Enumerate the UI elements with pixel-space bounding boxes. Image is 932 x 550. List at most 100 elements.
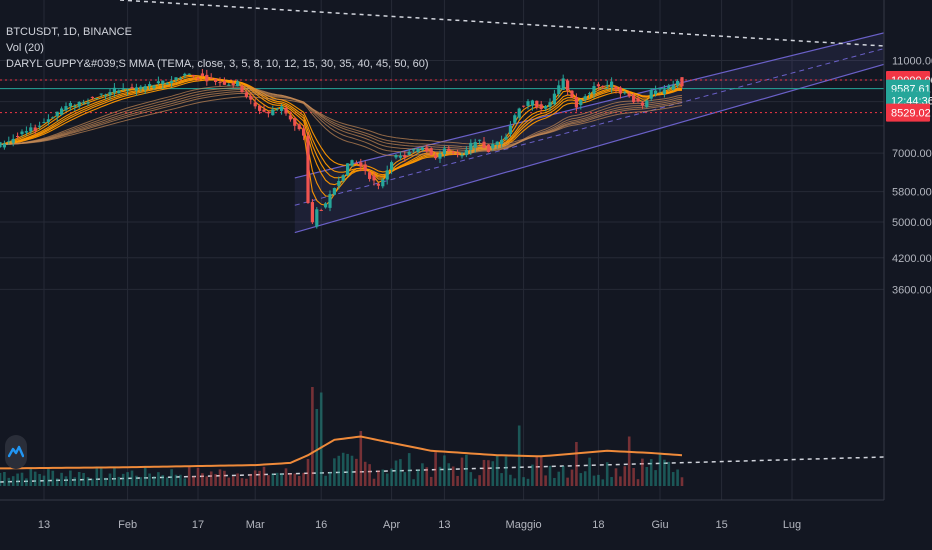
candle-body: [112, 87, 116, 93]
candle-body: [403, 155, 407, 158]
candle-body: [570, 90, 574, 98]
candle-body: [271, 109, 275, 116]
volume-bar: [104, 477, 107, 486]
candle-body: [588, 93, 592, 95]
volume-bar: [183, 478, 187, 486]
candle-body: [495, 141, 499, 145]
candle-body: [456, 153, 460, 155]
legend-indicator[interactable]: DARYL GUPPY&#039;S MMA (TEMA, close, 3, …: [6, 58, 429, 70]
candle-body: [7, 141, 11, 143]
candle-body: [152, 85, 156, 89]
dashed-trendlines[interactable]: [0, 0, 885, 483]
candle-body: [596, 84, 600, 87]
volume-bar: [548, 465, 552, 486]
time-axis[interactable]: 13 Feb 17 Mar 16 Apr 13 Maggio 18 Giu 15 Lug: [0, 499, 932, 550]
chart-legend: BTCUSDT, 1D, BINANCE Vol (20) DARYL GUPP…: [6, 22, 429, 74]
candle-body: [82, 102, 86, 104]
volume-ma-line: [0, 435, 683, 470]
candle-body: [359, 162, 363, 167]
candle-body: [671, 85, 675, 90]
volume-bar: [139, 477, 143, 486]
candle-body: [385, 170, 389, 180]
gmma-line-45: [0, 90, 683, 150]
volume-bar: [267, 475, 270, 486]
volume-bar: [412, 479, 415, 486]
price-tick-label: 5800.00: [892, 187, 932, 199]
candle-body: [108, 92, 112, 96]
candle-body: [627, 93, 631, 97]
candle-body: [354, 163, 358, 165]
candle-body: [526, 101, 530, 106]
candle-body: [610, 81, 614, 88]
candle-body: [350, 160, 354, 166]
volume-bar: [236, 473, 239, 486]
volume-bar: [324, 475, 327, 486]
tradingview-logo-button[interactable]: [5, 435, 27, 469]
candle-body: [640, 102, 644, 106]
candle-body: [24, 131, 28, 133]
price-axis[interactable]: 11000.00 7000.00 5800.00 5000.00 4200.00 3600…: [883, 0, 932, 550]
candle-body: [77, 102, 81, 107]
candle-body: [297, 124, 301, 130]
candle-body: [363, 164, 367, 172]
volume-bar: [544, 475, 547, 486]
gmma-line-12: [0, 78, 683, 176]
legend-volume[interactable]: Vol (20): [6, 42, 44, 54]
volume-bar: [416, 469, 420, 486]
candle-body: [134, 87, 138, 91]
volume-bar: [403, 472, 407, 486]
volume-bar: [407, 453, 411, 486]
volume-bar: [280, 473, 283, 486]
volume-bar: [284, 468, 288, 486]
volume-bar: [627, 436, 631, 486]
gmma-line-35: [0, 87, 683, 153]
candle-body: [73, 105, 77, 107]
channel-median-line: [294, 44, 898, 206]
candle-body: [227, 84, 231, 86]
volume-bar: [605, 462, 609, 486]
volume-bar: [443, 455, 446, 486]
volume-bar: [539, 456, 543, 486]
candle-body: [121, 88, 125, 90]
volume-bar: [632, 467, 635, 486]
candle-body: [262, 109, 266, 112]
volume-bar: [504, 456, 508, 486]
candle-body: [517, 108, 521, 118]
volume-bar: [341, 452, 345, 486]
candle-body: [623, 92, 627, 94]
volume-bar: [601, 479, 605, 486]
volume-bar: [597, 474, 600, 486]
candle-body: [618, 87, 622, 94]
volume-bar: [478, 475, 481, 486]
volume-bar: [148, 473, 151, 486]
candle-body: [464, 149, 468, 156]
candle-body: [20, 131, 24, 135]
gmma-line-15: [0, 79, 683, 173]
candle-body: [486, 144, 490, 152]
volume-bar: [333, 458, 336, 486]
candle-body: [38, 125, 42, 127]
candle-body: [187, 73, 191, 75]
volume-bar: [495, 455, 499, 486]
volume-bar: [262, 466, 266, 486]
candle-body: [240, 86, 244, 93]
candle-body: [667, 85, 671, 89]
volume-bar: [161, 475, 165, 486]
volume-bar: [553, 477, 556, 486]
volume-bar: [86, 477, 90, 486]
candle-body: [539, 104, 543, 110]
volume-bar: [91, 478, 94, 486]
volume-bar: [390, 468, 393, 486]
volume-bar: [460, 457, 464, 486]
volume-bar: [108, 473, 112, 486]
volume-bar: [319, 392, 323, 486]
volume-bar: [174, 474, 178, 486]
candle-body: [249, 96, 253, 100]
candle-body: [416, 148, 420, 152]
legend-symbol[interactable]: BTCUSDT, 1D, BINANCE: [6, 26, 132, 38]
candle-body: [51, 117, 55, 119]
volume-bar: [328, 471, 332, 486]
candle-body: [508, 125, 512, 135]
volume-bar: [438, 466, 442, 486]
